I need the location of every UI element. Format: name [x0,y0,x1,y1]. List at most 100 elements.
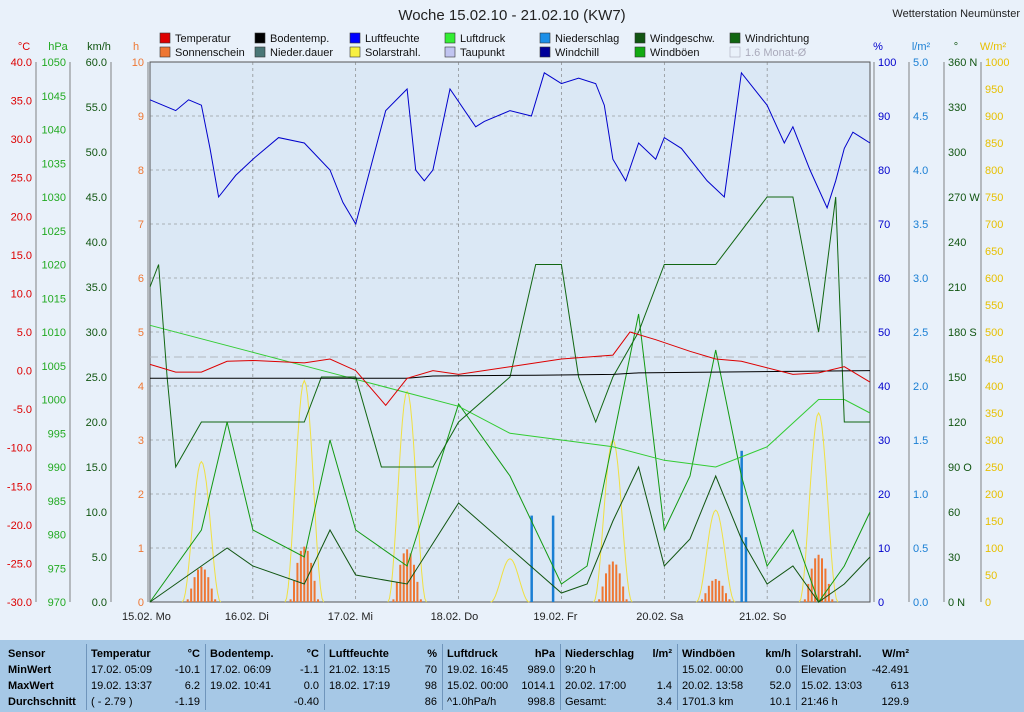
axis-tick-left: 25.0 [86,372,107,384]
axis-tick-left: 5.0 [17,327,32,339]
stats-cell-value: 0.0 [303,680,319,692]
axis-tick-left: 1025 [42,226,66,238]
stats-cell-detail: 17.02. 05:09 [91,664,153,676]
axis-tick-left: 2 [138,489,144,501]
stats-cell-value: -10.1 [174,664,200,676]
sunshine-bar [193,577,196,602]
sunshine-bar [711,580,714,602]
stats-cell-value: 86 [424,696,437,708]
axis-tick-right: 50 [985,570,997,582]
axis-tick-right: 600 [985,273,1003,285]
sunshine-bar [728,599,731,602]
stats-column-0: Temperatur °C 17.02. 05:09 -10.1 19.02. 13:3… [86,644,204,710]
station-name: Wetterstation Neumünster [892,8,1020,20]
solar-curve [798,411,839,603]
axis-tick-left: 5 [138,327,144,339]
precipitation-bar [530,515,533,602]
chart-svg: Woche 15.02.10 - 21.02.10 (KW7) Wetterst… [7,7,1020,623]
stats-cell-detail: 19.02. 13:37 [91,680,153,692]
legend-label: Sonnenschein [175,47,245,59]
sunshine-bar [313,580,316,602]
axes: °C40.035.030.025.020.015.010.05.00.0-5.0… [7,41,1010,609]
legend-swatch [349,32,361,44]
stats-row: -0.40 [210,694,319,710]
axis-tick-right: 60 [948,507,960,519]
sunshine-bar [214,599,217,602]
axis-tick-right: 250 [985,462,1003,474]
legend-swatch [254,46,266,58]
legend-label: Luftfeuchte [365,33,419,45]
stats-header-unit: °C [187,648,200,660]
series-layer [149,71,871,604]
axis-tick-left: 995 [48,428,66,440]
axis-tick-right: 450 [985,354,1003,366]
precipitation-bar [740,450,743,602]
humidity-line [149,71,871,226]
stats-cell-value: 998.8 [527,696,555,708]
axis-tick-right: 300 [985,435,1003,447]
stats-row: Elevation -42.491 [801,662,909,678]
stats-row-label: Durchschnitt [8,696,76,708]
axis-tick-left: -15.0 [7,481,32,493]
stats-row: 19.02. 13:37 6.2 [91,678,200,694]
sunshine-bar [817,554,820,602]
legend-swatch [634,46,646,58]
sunshine-bar [615,564,618,602]
legend-swatch [444,32,456,44]
axis-unit-right: ° [954,41,958,53]
stats-row-label: MinWert [8,664,52,676]
axis-tick-left: 5.0 [92,552,107,564]
stats-header-unit: °C [306,648,319,660]
axis-tick-right: 0.5 [913,543,928,555]
sunshine-bar [814,558,817,602]
axis-tick-left: 10.0 [11,288,32,300]
sunshine-bar [618,573,621,602]
sunshine-bar [601,586,604,602]
wind-direction-line [149,196,870,469]
axis-tick-right: 70 [878,219,890,231]
stats-header-unit: l/m² [652,648,672,660]
axis-tick-right: 0.0 [913,597,928,609]
axis-tick-right: 90 [878,111,890,123]
stats-header: Luftdruck hPa [447,646,555,662]
sunshine-bar [395,581,398,602]
stats-row-label: MaxWert [8,680,54,692]
axis-tick-right: 650 [985,246,1003,258]
stats-cell-detail: 15.02. 00:00 [447,680,509,692]
sunshine-bar [810,568,813,602]
stats-header-unit: W/m² [882,648,909,660]
stats-row-label: Sensor [8,648,46,660]
stats-header-name: Temperatur [91,648,151,660]
axis-tick-left: -10.0 [7,443,32,455]
stats-cell-detail: 20.02. 13:58 [682,680,744,692]
axis-tick-left: -20.0 [7,520,32,532]
stats-cell-detail: 21.02. 13:15 [329,664,391,676]
axis-tick-left: 60.0 [86,57,107,69]
axis-tick-right: 750 [985,192,1003,204]
stats-row: 21.02. 13:15 70 [329,662,437,678]
day-label: 18.02. Do [431,611,479,623]
weather-chart: Woche 15.02.10 - 21.02.10 (KW7) Wetterst… [7,7,1020,623]
sunshine-bar [701,599,703,602]
stats-row: 20.02. 13:58 52.0 [682,678,791,694]
axis-unit-right: l/m² [912,41,931,53]
axis-tick-right: 180 S [948,327,977,339]
axis-tick-right: 1.5 [913,435,928,447]
sunshine-bar [625,599,628,602]
sunshine-bar [197,569,199,602]
axis-tick-right: 100 [878,57,896,69]
axis-tick-left: 40.0 [11,57,32,69]
axis-tick-right: 2.0 [913,381,928,393]
axis-tick-right: 4.5 [913,111,928,123]
sunshine-bar [317,599,319,602]
sunshine-bar [210,588,213,602]
sunshine-bar [186,599,189,602]
sunshine-bar [416,581,419,602]
axis-tick-right: 50 [878,327,890,339]
stats-row: 9:20 h [565,662,672,678]
stats-column-5: Windböen km/h 15.02. 00:00 0.0 20.02. 13:58 5… [677,644,795,710]
stats-column-2: Luftfeuchte% 21.02. 13:15 70 18.02. 17:19 98… [324,644,441,710]
stats-header-name: Windböen [682,648,736,660]
stats-cell-detail: 19.02. 16:45 [447,664,509,676]
legend-swatch [634,32,646,44]
